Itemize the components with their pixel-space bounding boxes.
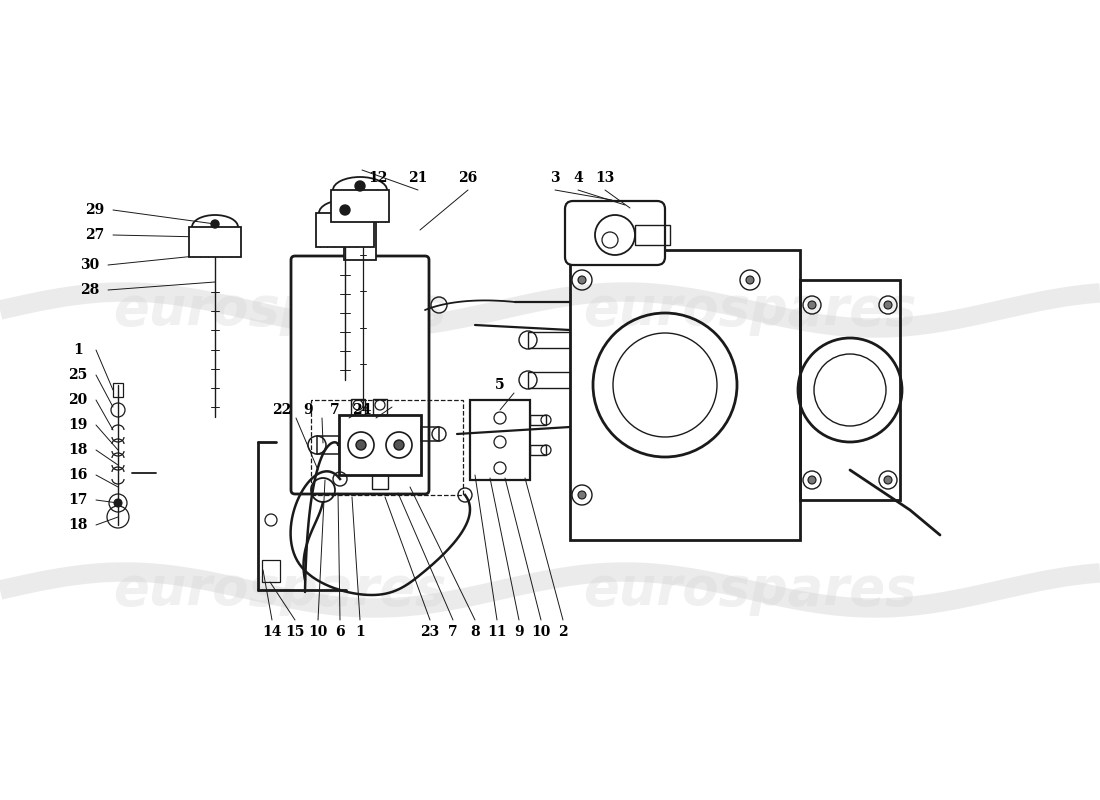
Text: eurospares: eurospares	[583, 284, 916, 336]
Text: 19: 19	[68, 418, 88, 432]
Bar	[331, 190, 389, 222]
Bar	[317, 436, 339, 454]
Text: 2: 2	[558, 625, 568, 639]
Bar	[800, 280, 900, 500]
Circle shape	[211, 220, 219, 228]
Text: 22: 22	[273, 403, 292, 417]
FancyBboxPatch shape	[292, 256, 429, 494]
Bar	[262, 560, 280, 582]
Bar	[113, 383, 123, 397]
Bar	[635, 225, 670, 245]
Text: 20: 20	[68, 393, 88, 407]
Bar	[421, 427, 439, 441]
Text: 8: 8	[470, 625, 480, 639]
Text: 17: 17	[68, 493, 88, 507]
Text: 14: 14	[262, 625, 282, 639]
Circle shape	[114, 499, 122, 507]
Text: 30: 30	[80, 258, 100, 272]
Text: 18: 18	[68, 518, 88, 532]
Bar	[311, 400, 463, 495]
Text: 6: 6	[336, 625, 344, 639]
Circle shape	[340, 205, 350, 215]
Text: 23: 23	[420, 625, 440, 639]
Circle shape	[578, 276, 586, 284]
Circle shape	[356, 440, 366, 450]
Text: 15: 15	[285, 625, 305, 639]
Bar	[530, 445, 546, 455]
Bar	[373, 399, 387, 415]
Text: 10: 10	[308, 625, 328, 639]
Bar	[570, 250, 800, 540]
Text: 1: 1	[355, 625, 365, 639]
Text: 4: 4	[573, 171, 583, 185]
Text: 16: 16	[68, 468, 88, 482]
Text: 27: 27	[86, 228, 104, 242]
Bar	[351, 399, 365, 415]
Circle shape	[884, 301, 892, 309]
Circle shape	[578, 491, 586, 499]
Circle shape	[808, 476, 816, 484]
Text: 26: 26	[459, 171, 477, 185]
Circle shape	[746, 276, 754, 284]
Text: 18: 18	[68, 443, 88, 457]
Text: 7: 7	[448, 625, 458, 639]
Circle shape	[808, 301, 816, 309]
Bar	[528, 372, 570, 388]
Bar	[189, 227, 241, 257]
Text: 7: 7	[330, 403, 340, 417]
Bar	[339, 415, 421, 475]
Circle shape	[394, 440, 404, 450]
Text: 12: 12	[368, 171, 387, 185]
Text: 9: 9	[514, 625, 524, 639]
Bar	[344, 220, 376, 260]
Bar	[470, 400, 530, 480]
Text: 3: 3	[550, 171, 560, 185]
Text: 5: 5	[495, 378, 505, 392]
Circle shape	[884, 476, 892, 484]
Text: 10: 10	[531, 625, 551, 639]
Text: 11: 11	[487, 625, 507, 639]
Text: 21: 21	[408, 171, 428, 185]
FancyBboxPatch shape	[565, 201, 666, 265]
Circle shape	[355, 181, 365, 191]
Text: 28: 28	[80, 283, 100, 297]
Text: 1: 1	[73, 343, 82, 357]
Bar	[372, 475, 388, 489]
Bar	[530, 415, 546, 425]
Text: 24: 24	[352, 403, 372, 417]
Text: eurospares: eurospares	[113, 564, 447, 616]
Text: eurospares: eurospares	[583, 564, 916, 616]
Text: 9: 9	[304, 403, 312, 417]
Text: 13: 13	[595, 171, 615, 185]
Text: 29: 29	[86, 203, 104, 217]
Text: 25: 25	[68, 368, 88, 382]
Bar	[528, 332, 570, 348]
Bar	[316, 213, 374, 247]
Text: eurospares: eurospares	[113, 284, 447, 336]
